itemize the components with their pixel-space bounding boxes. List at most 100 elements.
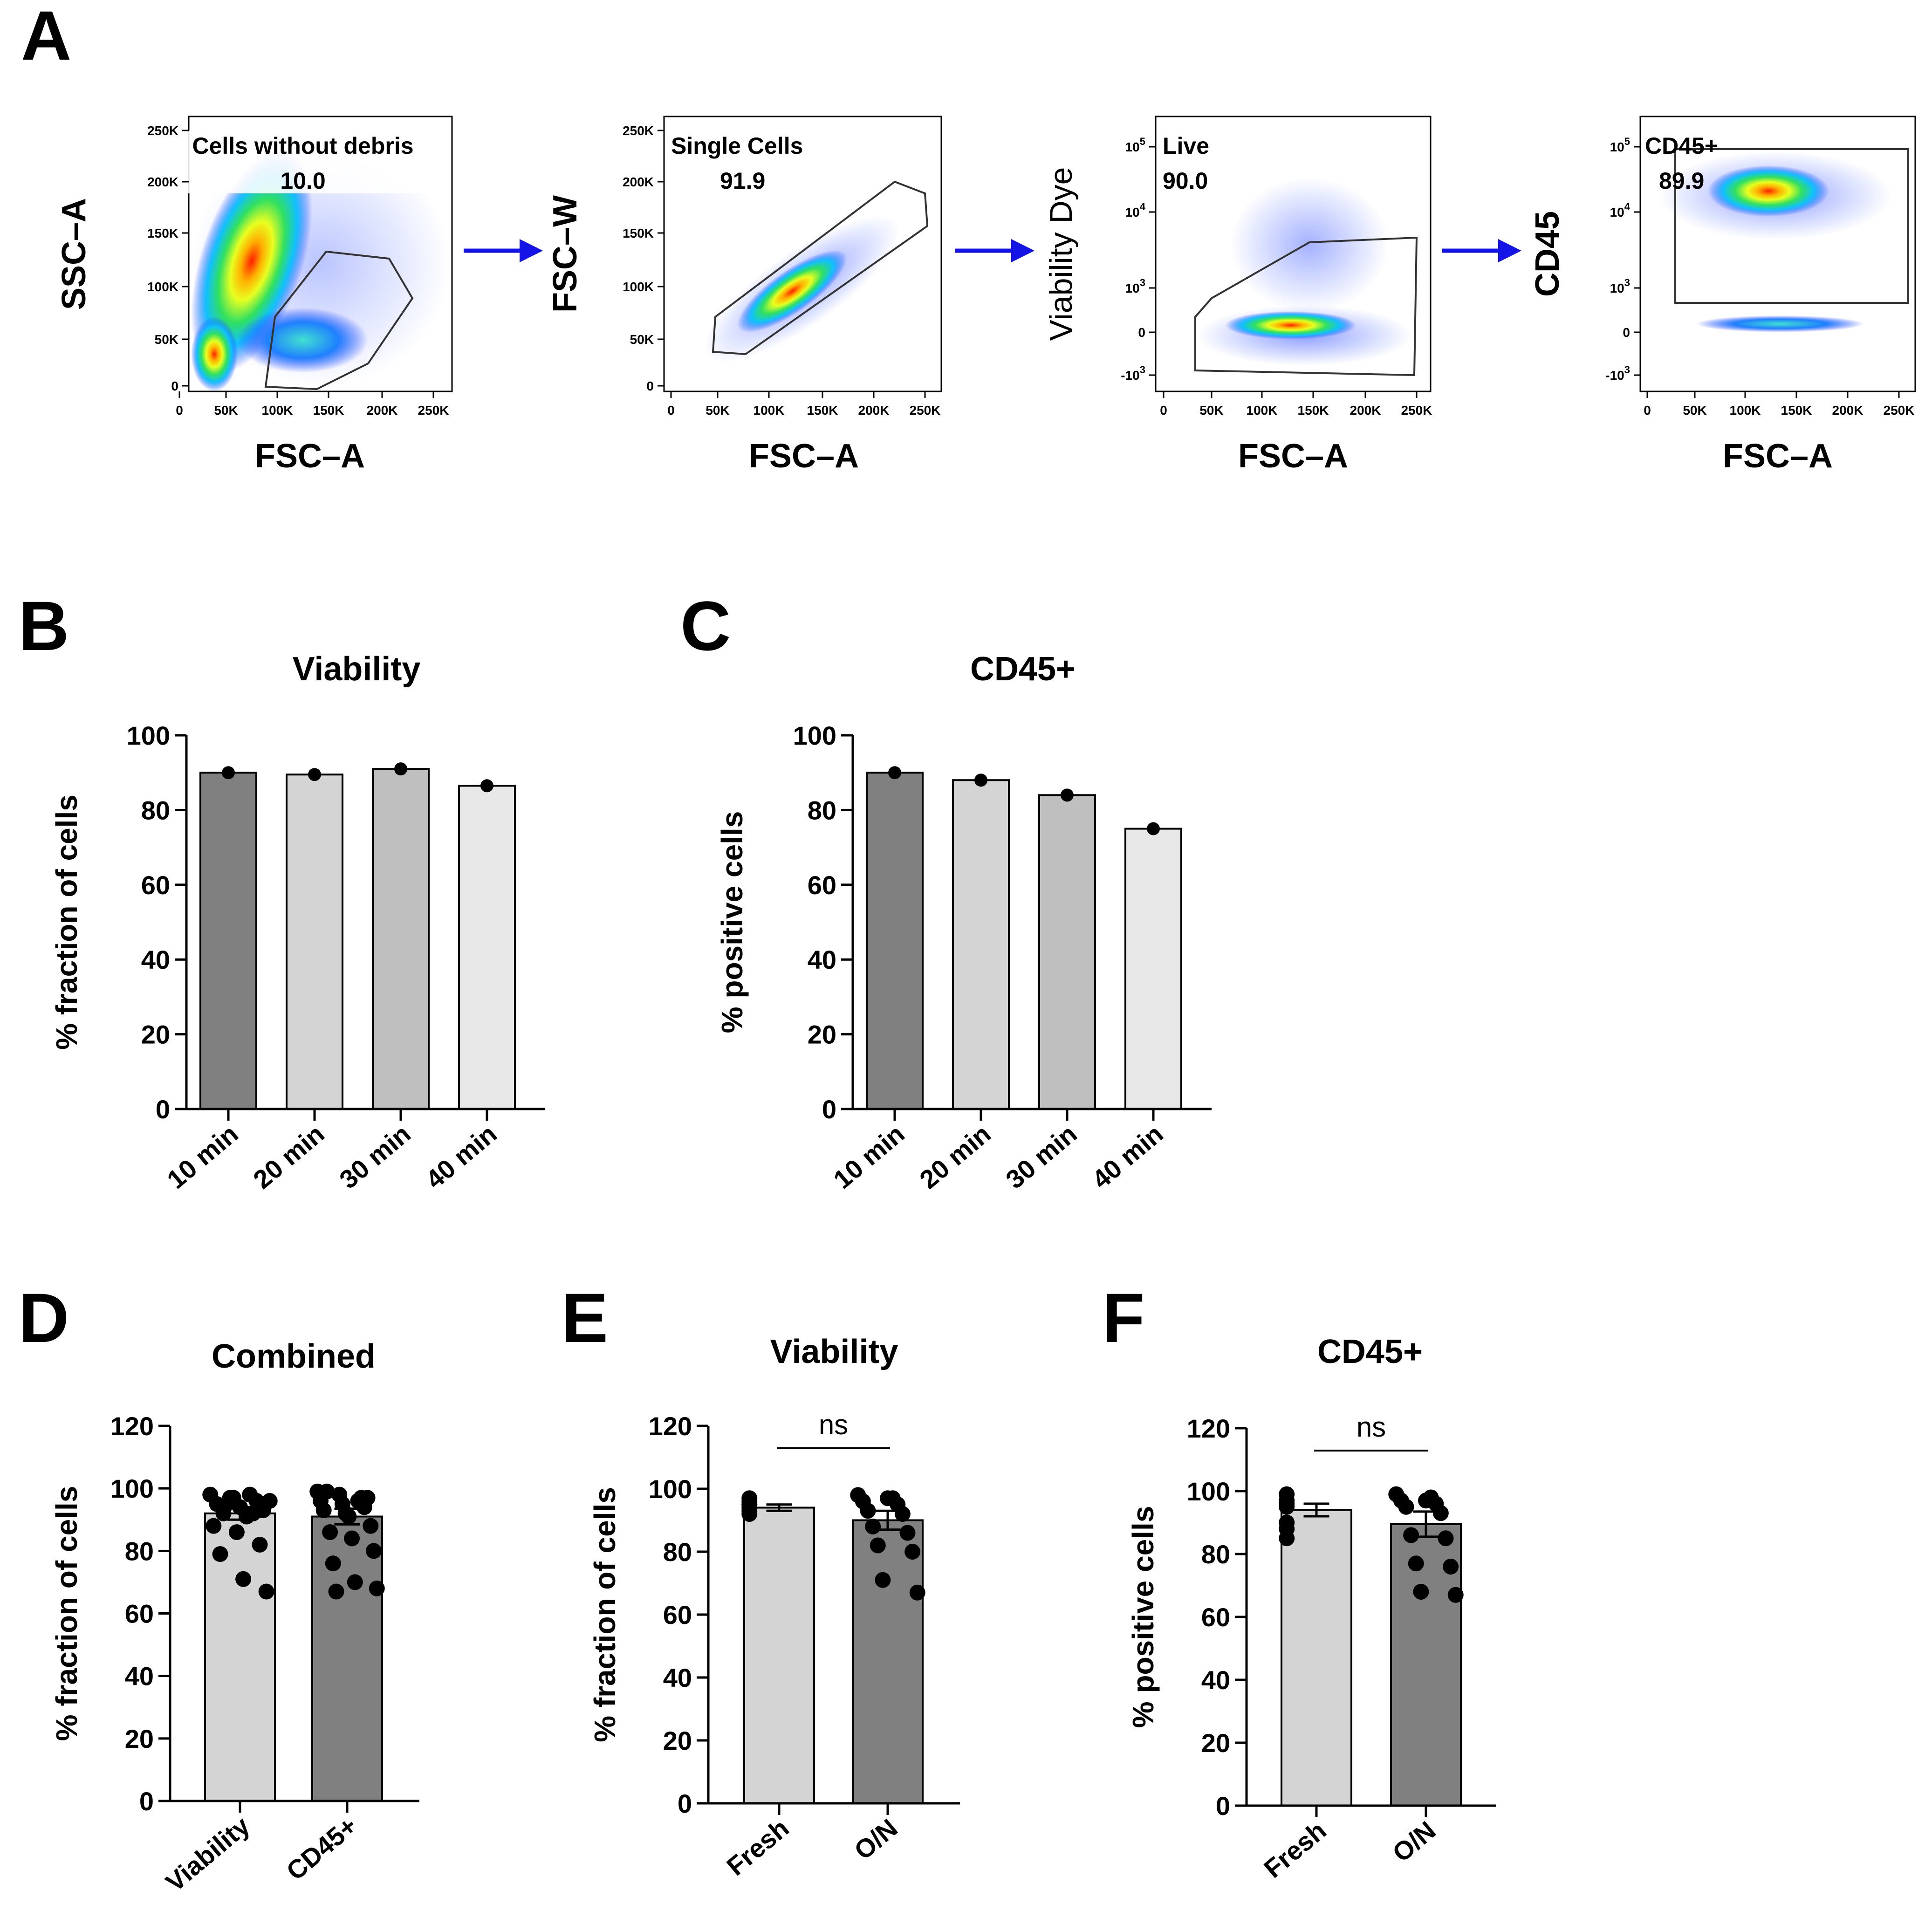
gate-polygon — [712, 180, 929, 356]
y-tick-label: 103 — [1125, 277, 1145, 295]
gating-arrow — [464, 239, 543, 262]
data-point — [480, 779, 493, 793]
x-tick-label: 100K — [262, 403, 293, 418]
x-tick-label: 250K — [1884, 403, 1915, 418]
y-tick-label: 100 — [1187, 1477, 1230, 1506]
y-tick-label: 0 — [171, 379, 178, 393]
gating-plot-singlets: Single Cells 91.9 FSC–W FSC–A — [547, 116, 942, 475]
y-tick-label: 105 — [1610, 136, 1630, 154]
data-point — [319, 1483, 335, 1499]
y-tick-label: 80 — [808, 795, 836, 825]
y-tick-label: 103 — [1610, 277, 1630, 295]
data-point — [894, 1506, 911, 1522]
density-cloud — [1708, 165, 1829, 217]
y-tick-label: -103 — [1605, 364, 1630, 383]
data-point — [366, 1543, 382, 1559]
y-tick-label: 80 — [663, 1537, 692, 1567]
y-tick-label: 100 — [793, 721, 836, 750]
chart-title: CD45+ — [1317, 1333, 1423, 1370]
data-point — [242, 1486, 258, 1503]
y-tick-label: 80 — [141, 795, 170, 825]
data-point — [899, 1525, 916, 1541]
density-cloud — [737, 250, 847, 333]
panel-label-d: D — [19, 1279, 69, 1357]
gate-name: Cells without debris — [192, 133, 413, 159]
x-tick-label: 10 min — [828, 1119, 910, 1194]
data-point — [245, 1505, 261, 1521]
x-tick-label: 30 min — [1000, 1119, 1082, 1194]
density-cloud — [1696, 315, 1864, 332]
x-tick-label: 150K — [313, 403, 344, 418]
y-tick-label: 20 — [808, 1020, 836, 1049]
y-tick-label: 0 — [1623, 325, 1630, 340]
data-point — [341, 1508, 357, 1525]
gate-value: 91.9 — [720, 168, 765, 194]
y-axis-label: % fraction of cells — [50, 794, 83, 1050]
gate-polygon — [264, 250, 414, 390]
y-tick-label: 105 — [1125, 136, 1145, 154]
x-tick-label: Viability — [160, 1811, 255, 1897]
data-point — [1147, 822, 1160, 835]
gating-arrow — [955, 239, 1035, 262]
data-point — [909, 1584, 925, 1601]
y-tick-label: 250K — [147, 123, 178, 138]
y-tick-label: 40 — [808, 945, 836, 974]
gate-value: 10.0 — [280, 168, 325, 194]
density-cloud — [1226, 311, 1356, 339]
x-tick-label: 50K — [1683, 403, 1706, 418]
x-tick-label: 150K — [1781, 403, 1812, 418]
bar — [952, 779, 1010, 1110]
data-point — [1279, 1530, 1295, 1547]
chart-cd45-fresh-on: CD45+ % positive cells 0 20 40 60 80 100 120 Fres… — [1126, 1333, 1496, 1883]
x-tick-label: 10 min — [161, 1119, 243, 1194]
x-tick-label: Fresh — [1258, 1815, 1331, 1883]
x-tick-label: 250K — [910, 403, 941, 418]
y-tick-label: 120 — [649, 1411, 692, 1441]
panel-label-b: B — [19, 587, 69, 665]
x-tick-label: O/N — [849, 1813, 903, 1865]
bar — [204, 1512, 276, 1802]
data-point — [974, 774, 987, 787]
y-tick-label: 120 — [1187, 1414, 1230, 1443]
y-tick-label: 60 — [1201, 1602, 1230, 1632]
y-axis-label: SSC–A — [55, 198, 93, 310]
y-axis-label: % positive cells — [715, 811, 749, 1034]
y-tick-label: 150K — [623, 226, 654, 240]
significance-label: ns — [819, 1409, 848, 1440]
x-tick-label: 40 min — [420, 1119, 502, 1194]
x-tick-label: 200K — [1350, 403, 1381, 418]
x-tick-label: 250K — [418, 403, 449, 418]
bar — [199, 772, 257, 1110]
data-point — [875, 1572, 891, 1588]
data-point — [258, 1583, 274, 1600]
x-tick-label: 0 — [667, 403, 675, 418]
y-axis-label: % positive cells — [1126, 1506, 1160, 1728]
data-point — [870, 1537, 886, 1554]
data-point — [315, 1502, 332, 1519]
x-tick-label: 0 — [1644, 403, 1651, 418]
data-point — [1398, 1499, 1414, 1515]
gating-plot-debris: Cells without debris 10.0 SSC–A FSC–A — [55, 116, 453, 475]
x-axis-label: FSC–A — [1238, 438, 1348, 475]
bar — [372, 768, 430, 1110]
data-point — [347, 1574, 363, 1590]
x-tick-label: 200K — [367, 403, 398, 418]
data-point — [741, 1493, 758, 1509]
x-tick-label: 0 — [1160, 403, 1167, 418]
chart-combined: Combined % fraction of cells 0 20 40 60 80 100 1… — [50, 1338, 419, 1897]
data-point — [1403, 1527, 1419, 1543]
panel-label-f: F — [1102, 1279, 1145, 1357]
x-tick-label: 100K — [1730, 403, 1761, 418]
y-tick-label: 40 — [125, 1662, 154, 1691]
x-tick-label: 20 min — [914, 1119, 996, 1194]
y-tick-label: 40 — [663, 1663, 692, 1692]
data-point — [363, 1518, 379, 1534]
bar — [311, 1515, 383, 1802]
x-tick-label: 150K — [1298, 403, 1329, 418]
significance-label: ns — [1357, 1411, 1386, 1443]
y-tick-label: 0 — [1138, 325, 1145, 340]
x-tick-label: 50K — [1199, 403, 1223, 418]
bar — [866, 772, 924, 1110]
y-tick-label: 60 — [808, 870, 836, 900]
